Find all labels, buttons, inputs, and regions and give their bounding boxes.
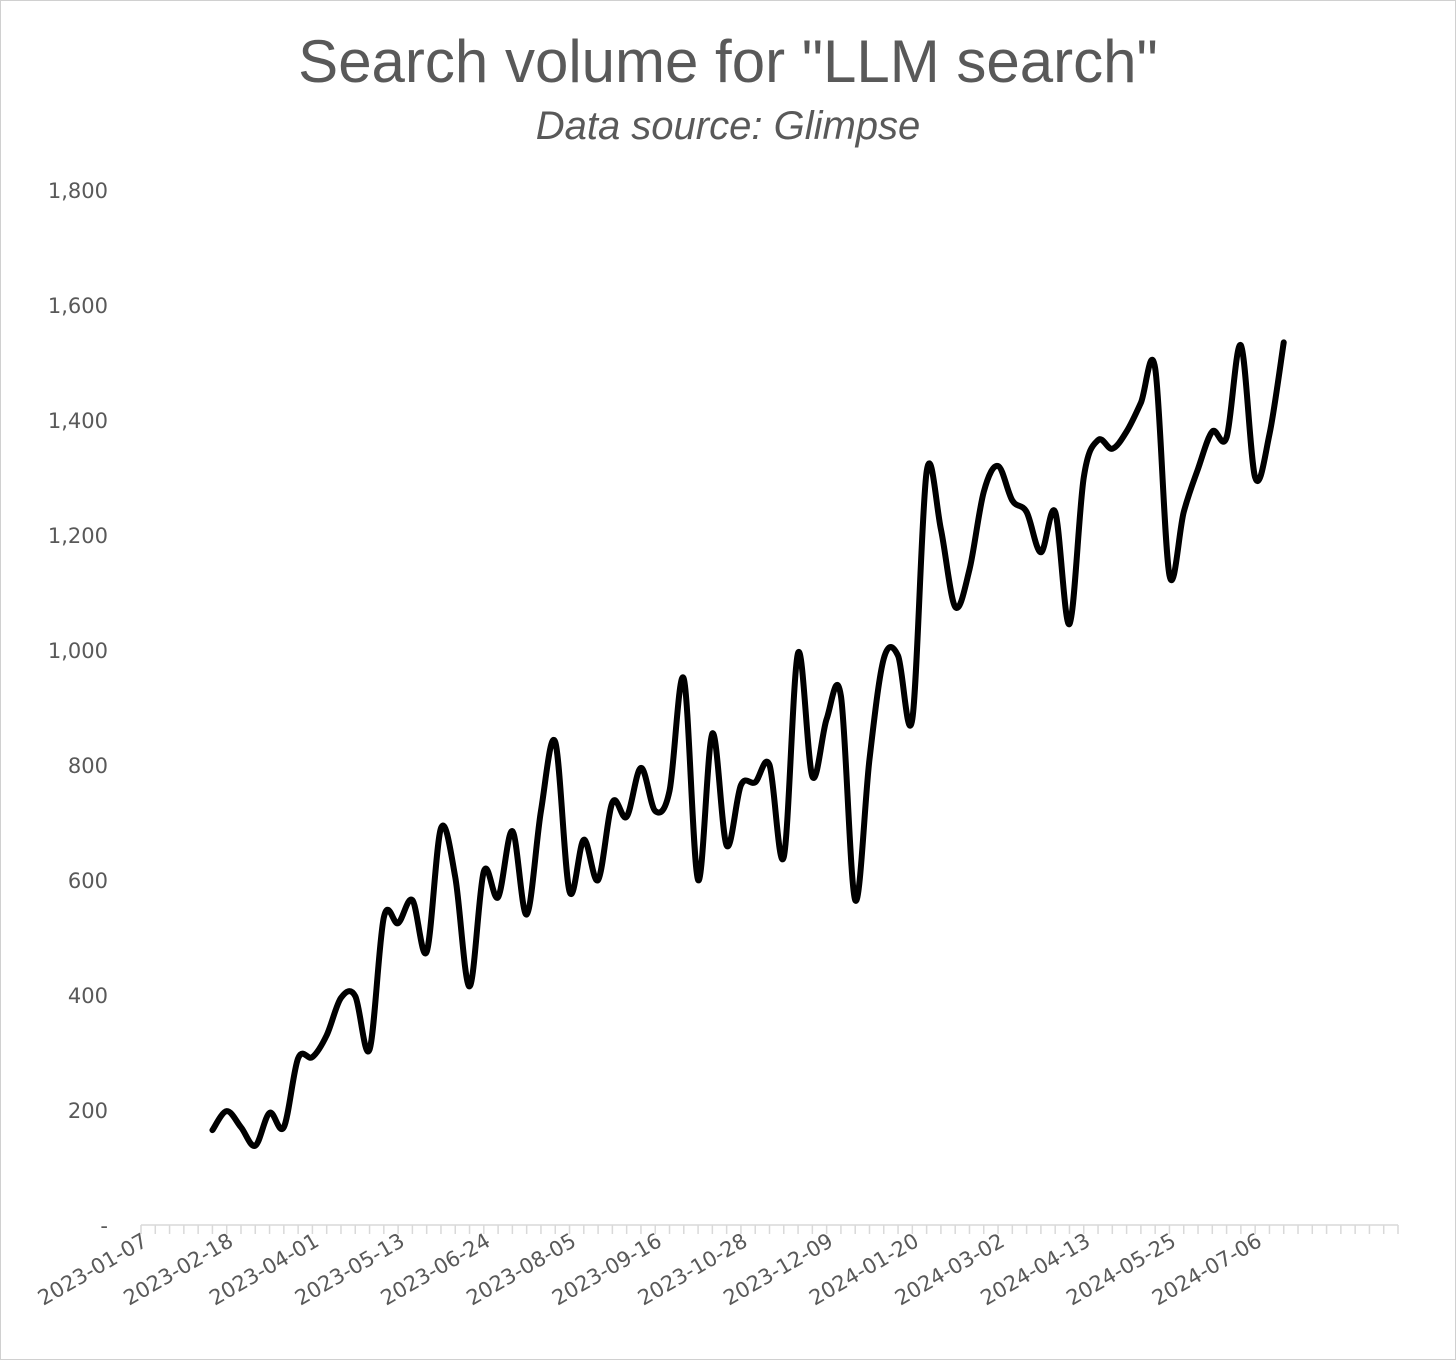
chart-subtitle: Data source: Glimpse	[535, 104, 921, 148]
series-line	[209, 339, 1287, 1149]
y-tick-label: 1,400	[48, 409, 108, 433]
y-tick-label: 800	[68, 754, 108, 778]
y-tick-label: 600	[68, 869, 108, 893]
y-tick-label: 1,600	[48, 294, 108, 318]
y-tick-label: 1,000	[48, 639, 108, 663]
y-tick-label: 1,800	[48, 179, 108, 203]
y-tick-label: 1,200	[48, 524, 108, 548]
y-tick-label: -	[100, 1214, 108, 1238]
y-tick-label: 200	[68, 1099, 108, 1123]
chart-title: Search volume for "LLM search"	[298, 28, 1158, 95]
series-group	[209, 339, 1287, 1149]
x-axis: 2023-01-072023-02-182023-04-012023-05-13…	[34, 1224, 1399, 1310]
y-tick-label: 400	[68, 984, 108, 1008]
y-axis-ticks: - 200 400 600 800 1,000 1,200 1,400 1,600 1,800	[48, 179, 108, 1238]
